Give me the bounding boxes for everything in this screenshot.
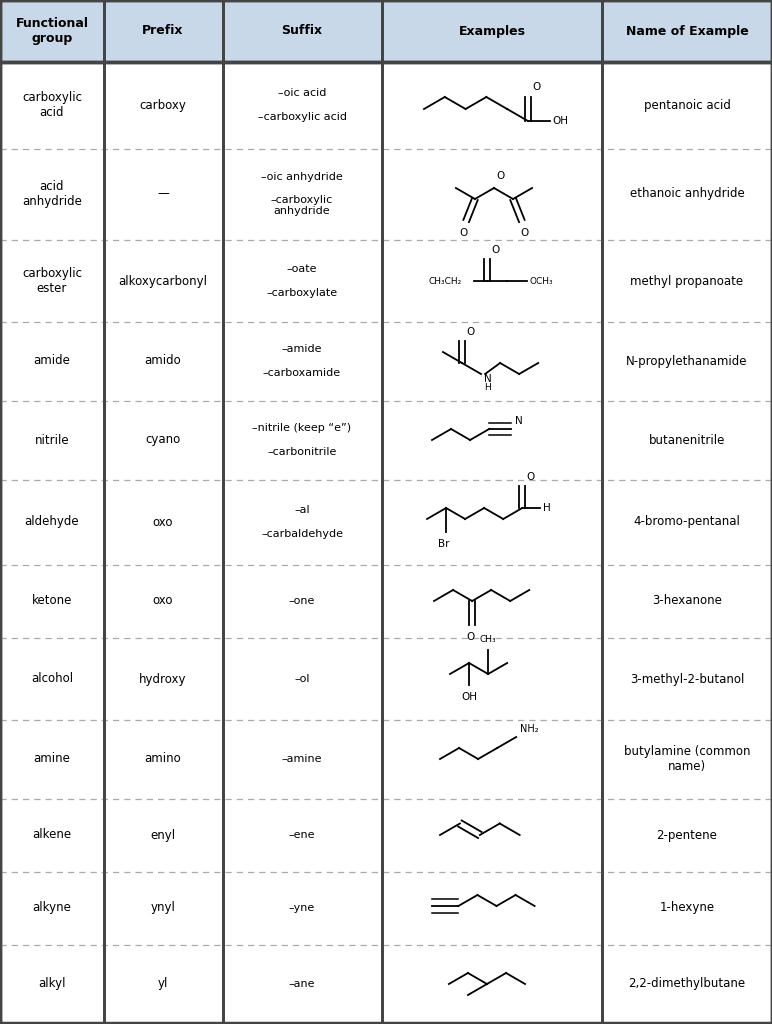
Text: N: N — [484, 374, 492, 384]
Text: –ene: –ene — [289, 830, 315, 840]
Text: hydroxy: hydroxy — [139, 673, 187, 685]
Text: H: H — [484, 384, 491, 392]
Text: ynyl: ynyl — [151, 901, 175, 914]
Text: ethanoic anhydride: ethanoic anhydride — [630, 187, 744, 201]
Text: 3-methyl-2-butanol: 3-methyl-2-butanol — [630, 673, 744, 685]
Text: 4-bromo-pentanal: 4-bromo-pentanal — [634, 515, 740, 528]
Text: alkene: alkene — [32, 828, 72, 842]
Text: –amide

–carboxamide: –amide –carboxamide — [263, 344, 341, 378]
Text: 2-pentene: 2-pentene — [656, 828, 717, 842]
Text: butanenitrile: butanenitrile — [648, 433, 725, 446]
Text: CH₃: CH₃ — [479, 635, 496, 644]
Bar — [0, 565, 772, 638]
Text: –amine: –amine — [282, 754, 322, 764]
Text: butylamine (common
name): butylamine (common name) — [624, 745, 750, 773]
Text: yl: yl — [157, 978, 168, 990]
Text: Examples: Examples — [459, 25, 526, 38]
Bar — [0, 945, 772, 1024]
Text: OH: OH — [461, 692, 477, 702]
Text: alkoxycarbonyl: alkoxycarbonyl — [118, 274, 208, 288]
Text: 2,2-dimethylbutane: 2,2-dimethylbutane — [628, 978, 746, 990]
Text: acid
anhydride: acid anhydride — [22, 180, 82, 208]
Text: O: O — [527, 472, 534, 482]
Text: –one: –one — [289, 596, 315, 606]
Text: carboxy: carboxy — [140, 98, 186, 112]
Text: –ol: –ol — [294, 674, 310, 684]
Bar — [0, 0, 772, 62]
Text: O: O — [466, 327, 474, 337]
Text: O: O — [521, 228, 529, 238]
Text: –oic acid

–carboxylic acid: –oic acid –carboxylic acid — [258, 88, 347, 122]
Text: cyano: cyano — [145, 433, 181, 446]
Text: aldehyde: aldehyde — [25, 515, 80, 528]
Text: oxo: oxo — [153, 515, 173, 528]
Bar — [0, 322, 772, 401]
Text: carboxylic
ester: carboxylic ester — [22, 267, 82, 295]
Text: N-propylethanamide: N-propylethanamide — [626, 354, 748, 368]
Text: –oic anhydride

–carboxylic
anhydride: –oic anhydride –carboxylic anhydride — [261, 172, 343, 216]
Bar — [0, 872, 772, 945]
Text: 1-hexyne: 1-hexyne — [659, 901, 715, 914]
Text: O: O — [459, 228, 467, 238]
Bar — [0, 480, 772, 565]
Bar — [0, 240, 772, 322]
Text: nitrile: nitrile — [35, 433, 69, 446]
Text: H: H — [543, 503, 550, 513]
Text: O: O — [491, 245, 499, 255]
Text: pentanoic acid: pentanoic acid — [644, 98, 730, 112]
Text: amine: amine — [33, 753, 70, 766]
Text: –al

–carbaldehyde: –al –carbaldehyde — [261, 506, 343, 539]
Text: alkyne: alkyne — [32, 901, 72, 914]
Bar — [0, 150, 772, 240]
Text: –nitrile (keep “e”)

–carbonitrile: –nitrile (keep “e”) –carbonitrile — [252, 423, 351, 457]
Text: –oate

–carboxylate: –oate –carboxylate — [266, 264, 337, 298]
Text: amido: amido — [144, 354, 181, 368]
Bar — [0, 720, 772, 799]
Text: –ane: –ane — [289, 979, 315, 989]
Text: Name of Example: Name of Example — [625, 25, 748, 38]
Text: OH: OH — [553, 116, 568, 126]
Text: 3-hexanone: 3-hexanone — [652, 595, 722, 607]
Text: ketone: ketone — [32, 595, 73, 607]
Text: Br: Br — [438, 540, 450, 549]
Bar — [0, 638, 772, 720]
Text: O: O — [466, 632, 474, 642]
Text: N: N — [515, 416, 523, 426]
Text: O: O — [496, 171, 504, 181]
Text: OCH₃: OCH₃ — [530, 276, 554, 286]
Text: amide: amide — [33, 354, 70, 368]
Text: CH₃CH₂: CH₃CH₂ — [429, 276, 462, 286]
Text: alcohol: alcohol — [31, 673, 73, 685]
Text: carboxylic
acid: carboxylic acid — [22, 91, 82, 119]
Bar — [0, 799, 772, 872]
Text: enyl: enyl — [151, 828, 175, 842]
Text: NH₂: NH₂ — [520, 724, 539, 734]
Text: oxo: oxo — [153, 595, 173, 607]
Text: O: O — [532, 82, 540, 92]
Bar — [0, 62, 772, 150]
Text: –yne: –yne — [289, 903, 315, 913]
Text: —: — — [157, 187, 169, 201]
Text: Functional
group: Functional group — [15, 17, 89, 45]
Text: alkyl: alkyl — [39, 978, 66, 990]
Bar — [0, 401, 772, 480]
Text: Suffix: Suffix — [282, 25, 323, 38]
Text: Prefix: Prefix — [142, 25, 184, 38]
Text: methyl propanoate: methyl propanoate — [631, 274, 743, 288]
Text: amino: amino — [144, 753, 181, 766]
